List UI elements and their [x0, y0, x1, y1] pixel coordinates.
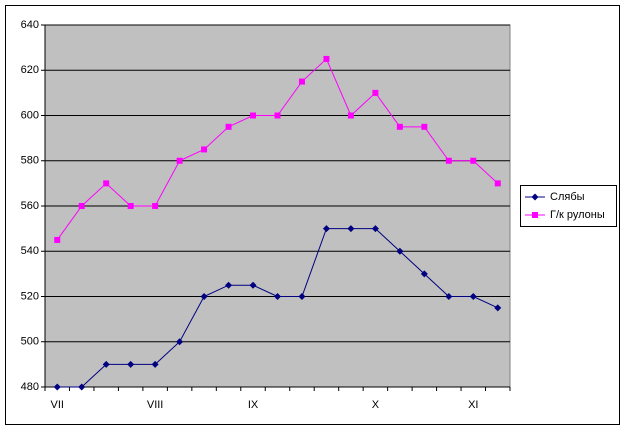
- point: [249, 281, 257, 289]
- legend-marker: [531, 193, 539, 201]
- point: [274, 293, 281, 300]
- point: [372, 89, 379, 96]
- point: [445, 157, 452, 164]
- point: [298, 293, 306, 300]
- point: [421, 123, 428, 130]
- y-tick-label: 500: [21, 336, 39, 348]
- y-tick-label: 480: [21, 381, 39, 393]
- point: [152, 203, 159, 209]
- point: [176, 157, 183, 164]
- point: [200, 293, 208, 300]
- point: [225, 123, 232, 130]
- y-tick-label: 560: [21, 200, 39, 212]
- point: [176, 338, 184, 346]
- series-layer: [53, 55, 502, 391]
- point: [470, 157, 477, 164]
- y-tick-label: 620: [21, 64, 39, 76]
- y-tick-label: 540: [21, 245, 39, 257]
- x-tick-label: XI: [468, 399, 478, 411]
- point: [151, 360, 159, 368]
- point: [78, 203, 85, 209]
- y-tick-label: 640: [21, 19, 39, 31]
- point: [201, 146, 208, 153]
- point: [127, 203, 134, 209]
- point: [347, 112, 354, 119]
- point: [347, 225, 355, 233]
- point: [298, 78, 305, 85]
- point: [250, 112, 257, 119]
- point: [225, 281, 233, 289]
- point: [78, 383, 86, 391]
- legend-marker: [532, 212, 538, 218]
- point: [103, 180, 110, 187]
- point: [323, 55, 330, 62]
- point: [53, 383, 61, 391]
- legend-label: Г/к рулоны: [550, 209, 605, 221]
- legend-label: Слябы: [550, 191, 585, 203]
- legend: Слябы Г/к рулоны: [520, 185, 617, 227]
- y-tick-label: 580: [21, 155, 39, 167]
- point: [494, 180, 501, 187]
- x-tick-label: VII: [51, 399, 64, 411]
- point: [127, 360, 135, 368]
- point: [102, 360, 110, 368]
- point: [469, 293, 477, 300]
- x-tick-label: IX: [248, 399, 259, 411]
- point: [322, 225, 330, 233]
- x-tick-label: X: [372, 399, 380, 411]
- x-tick-label: VIII: [147, 399, 164, 411]
- y-tick-label: 520: [21, 290, 39, 302]
- legend-box: [520, 185, 617, 227]
- point: [54, 236, 61, 243]
- y-tick-label: 600: [21, 109, 39, 121]
- point: [274, 112, 281, 119]
- point: [396, 247, 404, 255]
- point: [494, 304, 502, 312]
- point: [445, 293, 453, 300]
- point: [371, 225, 379, 233]
- point: [396, 123, 403, 130]
- point: [420, 270, 428, 278]
